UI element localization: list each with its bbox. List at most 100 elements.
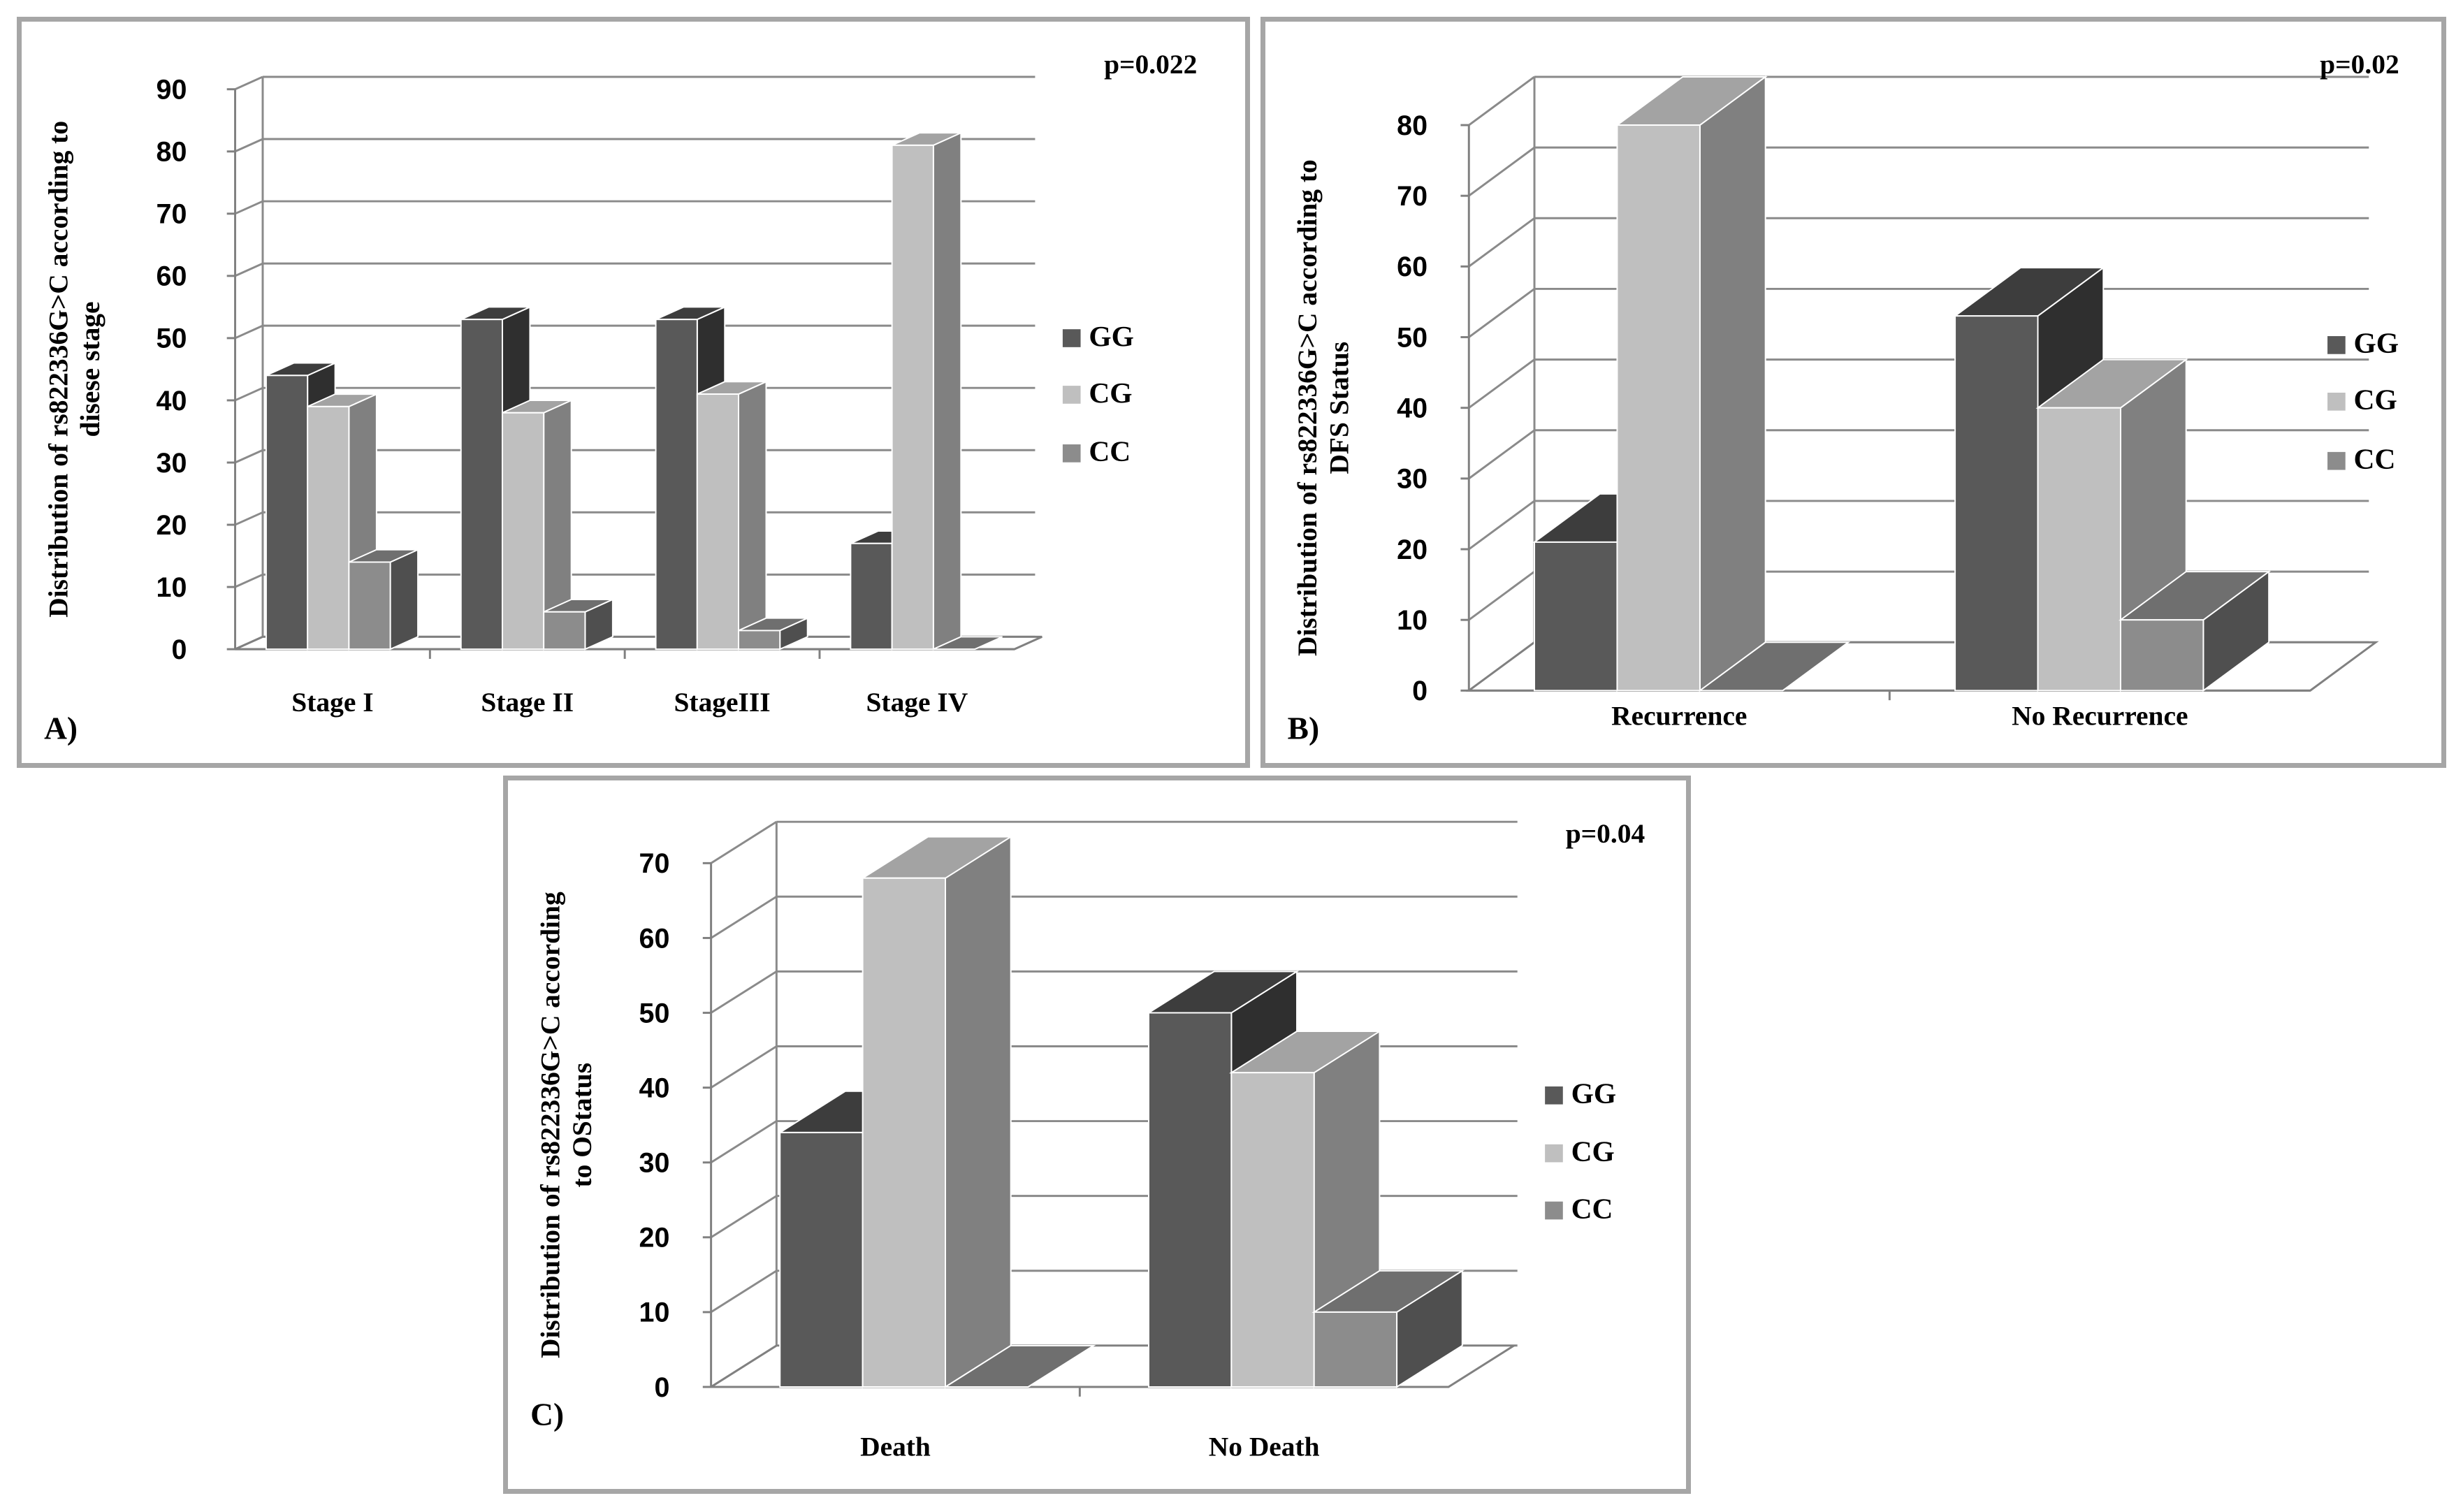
bar-front-face	[891, 144, 934, 650]
y-tick-label: 30	[639, 1148, 670, 1179]
x-category-label: Death	[860, 1432, 931, 1462]
y-tick-label: 70	[1397, 181, 1427, 212]
legend-swatch-cg	[1062, 386, 1081, 404]
gridline-diag-c-3	[710, 1120, 778, 1163]
bar-front-face	[1147, 1012, 1233, 1388]
y-tick-label: 50	[1397, 322, 1427, 353]
gridline-diag-c-4	[710, 1045, 778, 1089]
chart-b-svg: 0 10 20 30 40 50 60 70 80 Recurrence No Recurrence…	[1288, 49, 2399, 746]
bar-side-face	[945, 835, 1012, 1388]
bar-side-face	[932, 131, 962, 650]
y-tick-label: 60	[639, 923, 670, 954]
bar-front-face	[1534, 541, 1618, 692]
panel-label: B)	[1288, 711, 1319, 746]
gridline-diag-c-2	[710, 1195, 778, 1239]
bar-cc-stage-i	[348, 548, 419, 650]
legend-label-cg: CG	[2354, 384, 2397, 416]
legend-label-gg: GG	[1571, 1077, 1616, 1110]
bar-cg-stageiii	[696, 380, 767, 650]
y-axis-title-line2: disese stage	[75, 301, 106, 437]
bar-front-face	[2037, 407, 2121, 692]
y-tick-label: 40	[1397, 393, 1427, 424]
bar-side-face	[1699, 75, 1766, 692]
bar-top-face	[933, 636, 1003, 650]
bar-cc-stageiii	[738, 617, 808, 650]
y-tick-label: 0	[1412, 676, 1427, 706]
chart-a-svg: 0 10 20 30 40 50 60 70 80 90 Stage I Stage II StageI…	[43, 49, 1198, 746]
bar-cg-recurrence	[1615, 75, 1768, 692]
bar-front-face	[1230, 1072, 1315, 1388]
bar-front-face	[2119, 619, 2204, 692]
y-tick-label: 0	[655, 1372, 670, 1403]
y-tick-label: 90	[157, 75, 187, 106]
y-tick-label: 80	[1397, 110, 1427, 141]
bar-front-face	[862, 877, 946, 1388]
bar-front-face	[501, 412, 545, 650]
legend-swatch-cg	[2327, 392, 2346, 411]
gridline-diag-a-1	[234, 573, 263, 588]
gridline-diag-c-6	[710, 896, 778, 939]
bar-front-face	[850, 542, 893, 650]
x-category-label: StageIII	[674, 687, 770, 718]
bar-front-face	[655, 319, 698, 650]
legend-swatch-cc	[2327, 451, 2346, 470]
y-axis-title-line1: Distribution of rs822336G>C according to	[43, 121, 74, 618]
p-value-label: p=0.02	[2320, 49, 2399, 80]
bar-cc-death	[943, 1344, 1096, 1388]
bar-top-face	[1697, 641, 1851, 692]
legend-label-gg: GG	[2354, 327, 2399, 359]
bar-top-face	[943, 1344, 1096, 1388]
y-tick-label: 40	[157, 386, 187, 416]
y-tick-label: 50	[157, 324, 187, 354]
gridline-diag-a-9	[234, 75, 263, 91]
legend-swatch-cc	[1062, 444, 1081, 463]
gridline-diag-a-6	[234, 262, 263, 277]
gridline-diag-b-6	[1468, 217, 1535, 268]
bar-cc-stage-ii	[543, 598, 613, 650]
y-tick-label: 10	[157, 572, 187, 603]
chart-panel-c: 0 10 20 30 40 50 60 70 Death No Death Distribution…	[503, 776, 1691, 1494]
y-tick-label: 60	[1397, 252, 1427, 282]
bar-front-face	[1616, 124, 1701, 692]
legend-label-cg: CG	[1571, 1135, 1615, 1167]
gridline-diag-a-8	[234, 138, 263, 153]
y-tick-label: 70	[639, 848, 670, 879]
legend-label-cc: CC	[2354, 443, 2396, 475]
y-tick-label: 0	[171, 634, 187, 665]
legend-swatch-gg	[1545, 1086, 1563, 1105]
y-tick-label: 30	[157, 448, 187, 479]
legend-swatch-gg	[1062, 329, 1081, 347]
p-value-label: p=0.022	[1104, 49, 1197, 80]
bar-cc-recurrence	[1697, 641, 1851, 692]
gridline-diag-a-7	[234, 200, 263, 215]
y-tick-label: 20	[639, 1223, 670, 1253]
bar-cg-death	[860, 835, 1014, 1388]
bar-front-face	[348, 561, 391, 650]
gridline-diag-c-7	[710, 820, 778, 864]
gridline-diag-c-1	[710, 1270, 778, 1314]
panel-label: A)	[44, 711, 78, 746]
legend-label-cc: CC	[1089, 435, 1131, 467]
y-tick-label: 20	[157, 510, 187, 541]
y-tick-label: 20	[1397, 535, 1427, 565]
bar-side-face	[389, 548, 419, 650]
legend-swatch-cg	[1545, 1144, 1563, 1163]
gridline-diag-a-2	[234, 511, 263, 526]
x-category-label: No Death	[1209, 1432, 1320, 1462]
gridline-diag-b-4	[1468, 358, 1535, 409]
bar-front-face	[460, 319, 503, 650]
gridline-diag-b-8	[1468, 75, 1535, 126]
bar-cc-no-death	[1312, 1269, 1465, 1388]
chart-panel-a: 0 10 20 30 40 50 60 70 80 90 Stage I Stage II StageI…	[17, 17, 1250, 768]
x-category-label: Stage II	[481, 687, 574, 718]
y-axis-title-line1: Distribution of rs822336G>C according	[535, 892, 566, 1358]
bar-front-face	[696, 393, 740, 650]
y-tick-label: 10	[639, 1297, 670, 1328]
y-tick-label: 30	[1397, 464, 1427, 495]
x-category-label: Recurrence	[1611, 701, 1747, 732]
y-tick-label: 80	[157, 137, 187, 168]
legend-swatch-gg	[2327, 336, 2346, 354]
gridline-diag-a-5	[234, 324, 263, 340]
y-axis-title-line1: Distribution of rs822336G>C according to	[1292, 159, 1323, 656]
bar-front-face	[738, 630, 781, 650]
